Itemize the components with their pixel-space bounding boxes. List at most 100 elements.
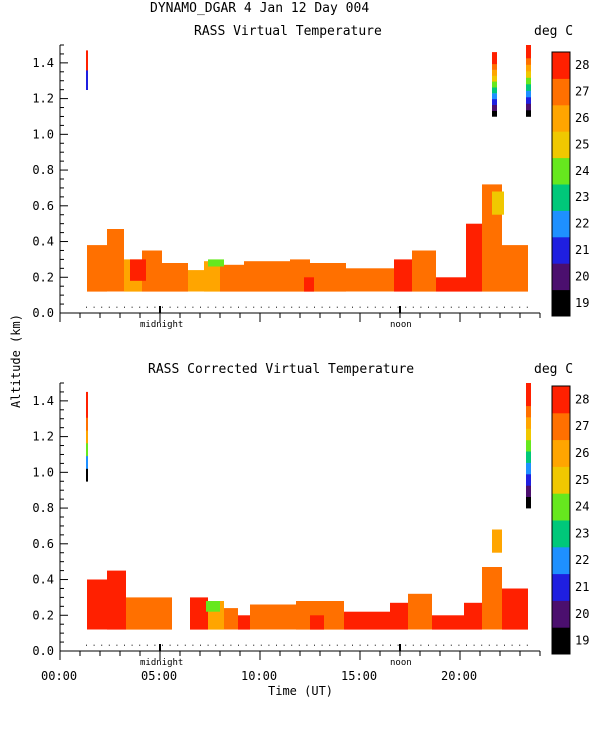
top-gate-dot	[268, 306, 270, 308]
top-heat-cell-17	[502, 245, 528, 292]
bottom-y-tick-label-6: 1.2	[32, 430, 54, 444]
top-heat-cell-11	[346, 268, 394, 292]
x-tick-label-2: 10:00	[241, 669, 278, 683]
top-y-tick-label-0: 0.0	[32, 306, 54, 320]
top-colorbar: 19 20 21 22 23 24 25 26 27 28	[551, 51, 589, 317]
top-heat-cell-19	[208, 259, 224, 267]
top-gate-dot	[420, 306, 422, 308]
bottom-heat-cell-19	[492, 529, 502, 553]
bottom-gate-dot	[200, 644, 201, 646]
top-gate-dot	[222, 306, 224, 308]
top-profile-1-segment-4	[492, 87, 497, 94]
bottom-gate-dot	[177, 644, 179, 646]
bottom-gate-dot	[184, 644, 186, 646]
bottom-heat-cell-4	[190, 597, 208, 630]
bottom-gate-dot	[336, 644, 338, 646]
top-profile-2-segment-9	[526, 51, 531, 59]
bottom-colorbar-units: deg C	[534, 362, 574, 377]
top-heat-cell-14	[436, 277, 466, 292]
bottom-colorbar-swatch-25	[552, 466, 570, 494]
top-heat-cell-6	[204, 261, 220, 292]
top-gate-dot	[526, 306, 528, 308]
bottom-gate-dot	[230, 644, 232, 646]
bottom-gate-dot	[481, 644, 483, 646]
bottom-gate-dot	[238, 644, 239, 646]
top-gate-dot	[276, 306, 277, 308]
top-colorbar-label-21: 21	[575, 243, 589, 257]
bottom-gate-dot	[131, 644, 133, 646]
top-colorbar-label-26: 26	[575, 111, 589, 125]
bottom-y-tick-label-5: 1.0	[32, 465, 54, 479]
bottom-gate-dot	[352, 644, 353, 646]
bottom-heat-cell-7	[238, 615, 250, 630]
top-profile-1-segment-9	[492, 58, 497, 65]
bottom-gate-dot	[146, 644, 148, 646]
top-heat-cell-18	[130, 259, 146, 281]
bottom-panel-title: RASS Corrected Virtual Temperature	[148, 362, 415, 377]
top-gate-dot	[352, 306, 353, 308]
top-gate-dot	[177, 306, 179, 308]
figure-title: DYNAMO_DGAR 4 Jan 12 Day 004	[150, 1, 370, 16]
top-gate-dot	[435, 306, 437, 308]
top-heat-cell-5	[188, 270, 204, 292]
bottom-gate-dot	[405, 644, 407, 646]
top-profile-1-segment-1	[492, 104, 497, 111]
bottom-gate-dot	[298, 644, 300, 646]
top-profile-0-segment-0	[86, 70, 88, 90]
bottom-profile-0-segment-0	[86, 468, 88, 482]
bottom-heat-cell-11	[390, 602, 408, 630]
bottom-heat-cell-15	[482, 567, 502, 630]
bottom-gate-dot	[488, 644, 490, 646]
bottom-colorbar-label-27: 27	[575, 419, 589, 433]
top-noon-marker-label: noon	[390, 320, 412, 330]
top-profile-1-segment-0	[492, 110, 497, 117]
top-heat-cell-8	[244, 261, 290, 292]
bottom-y-tick-label-2: 0.4	[32, 573, 54, 587]
bottom-gate-dot	[382, 644, 384, 646]
bottom-profile-1-segment-6	[526, 428, 531, 441]
top-gate-dot	[230, 306, 232, 308]
top-gate-dot	[238, 306, 239, 308]
top-gate-dot	[93, 306, 95, 308]
top-gate-dot	[344, 306, 346, 308]
bottom-gate-dot	[397, 644, 399, 646]
top-gate-dot	[207, 306, 209, 308]
top-gate-dot	[306, 306, 308, 308]
bottom-gate-dot	[215, 644, 217, 646]
top-profile-1-segment-2	[492, 98, 497, 105]
bottom-gate-dot	[260, 644, 262, 646]
bottom-gate-dot	[466, 644, 467, 646]
bottom-colorbar-label-28: 28	[575, 392, 589, 406]
bottom-colorbar-swatch-26	[552, 439, 570, 467]
bottom-gate-dot	[458, 644, 460, 646]
bottom-gate-dot	[412, 644, 414, 646]
bottom-profile-1-segment-9	[526, 394, 531, 407]
bottom-colorbar-label-26: 26	[575, 446, 589, 460]
top-colorbar-label-25: 25	[575, 137, 589, 151]
top-gate-dot	[314, 306, 315, 308]
top-colorbar-label-28: 28	[575, 58, 589, 72]
bottom-gate-dot	[329, 644, 331, 646]
bottom-colorbar-label-21: 21	[575, 580, 589, 594]
top-heat-cell-20	[304, 277, 314, 292]
bottom-colorbar: 19 20 21 22 23 24 25 26 27 28	[551, 385, 589, 655]
top-gate-dot	[139, 306, 141, 308]
top-heat-cell-21	[492, 191, 504, 215]
top-colorbar-frame	[551, 51, 571, 317]
top-heat-cell-4	[162, 263, 188, 292]
top-gate-dot	[466, 306, 467, 308]
top-colorbar-swatch-22	[552, 210, 570, 238]
top-profile-2-segment-10	[526, 45, 531, 52]
top-gate-dot	[108, 306, 110, 308]
top-profile-2-segment-8	[526, 58, 531, 65]
bottom-gate-dot	[86, 644, 87, 646]
top-gate-dot	[101, 306, 103, 308]
bottom-heat-cell-17	[206, 601, 220, 612]
top-gate-dot	[215, 306, 217, 308]
bottom-colorbar-label-19: 19	[575, 634, 589, 648]
top-gate-dot	[184, 306, 186, 308]
bottom-y-tick-label-0: 0.0	[32, 644, 54, 658]
top-heat-cell-3	[142, 250, 162, 292]
top-colorbar-swatch-19	[552, 289, 570, 317]
